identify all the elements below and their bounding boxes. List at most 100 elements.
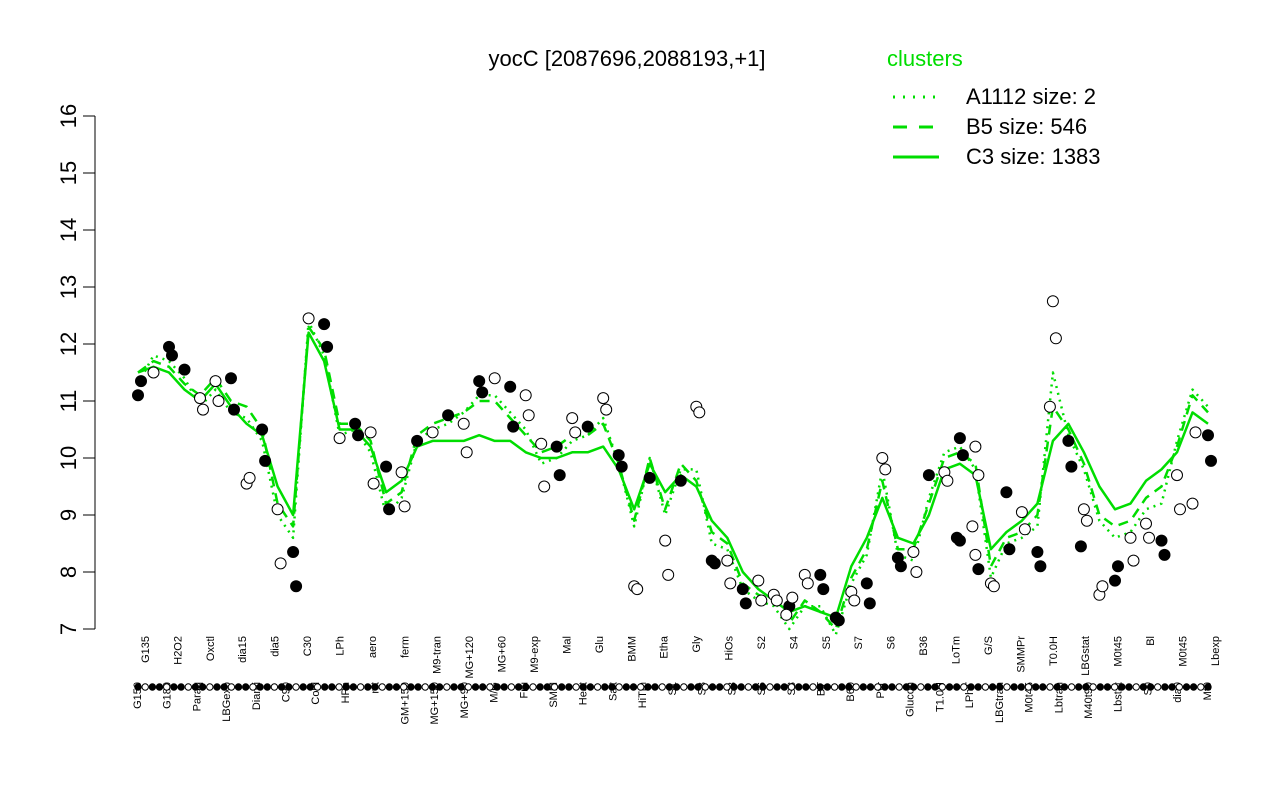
rug-mark (450, 683, 458, 691)
rug-mark (579, 683, 587, 691)
legend-label-2: C3 size: 1383 (966, 144, 1101, 169)
rug-mark (637, 683, 645, 691)
data-point (1186, 497, 1199, 510)
x-tick-label: HiOs (724, 636, 736, 661)
data-point (243, 471, 256, 484)
rug-mark (601, 683, 609, 691)
data-point (863, 597, 876, 610)
rug-mark (242, 683, 250, 691)
rug-mark (716, 683, 724, 691)
rug-mark (895, 683, 903, 691)
data-point (1205, 454, 1217, 467)
rug-mark (529, 683, 537, 691)
rug-mark (780, 683, 788, 691)
data-point (848, 594, 861, 607)
rug-mark (435, 683, 444, 691)
rug-mark (737, 683, 745, 691)
rug-mark (1118, 683, 1126, 691)
x-tick-label: M9-tran (432, 636, 444, 674)
data-point (801, 577, 814, 590)
data-point (553, 469, 566, 482)
rug-mark (766, 683, 774, 691)
rug-mark (694, 683, 702, 691)
rug-mark (428, 683, 437, 691)
rug-mark (220, 683, 228, 691)
rug-mark (177, 683, 185, 691)
rug-mark (967, 683, 975, 691)
data-point (755, 594, 768, 607)
data-point (302, 312, 315, 325)
data-point (910, 566, 923, 578)
rug-mark (1110, 683, 1119, 691)
data-point (1031, 546, 1044, 558)
rug-mark (953, 683, 961, 691)
rug-mark (1132, 683, 1140, 691)
data-point (1189, 426, 1202, 439)
data-point (507, 420, 520, 433)
rug-mark (744, 683, 753, 691)
legend: clusters A1112 size: 2 B5 size: 546 C3 s… (887, 46, 1101, 169)
rug-mark (866, 683, 875, 691)
data-point (953, 432, 966, 445)
rug-mark (356, 683, 365, 691)
x-tick-label: Lbexp (1210, 636, 1222, 666)
rug-mark (493, 683, 501, 691)
rug-mark (1182, 683, 1191, 691)
data-point (581, 420, 594, 433)
rug-mark (349, 683, 358, 691)
data-point (1043, 400, 1056, 413)
data-point (643, 471, 656, 484)
rug-mark (931, 683, 939, 691)
rug-mark (730, 683, 738, 691)
x-tick-label: S6 (886, 636, 898, 649)
data-point (659, 534, 672, 547)
rug-mark (550, 683, 559, 691)
rug-mark (163, 683, 171, 691)
data-point (1015, 506, 1028, 519)
rug-mark (830, 683, 839, 691)
data-point (1049, 332, 1062, 345)
rug-mark (1010, 683, 1018, 691)
rug-mark (1032, 683, 1040, 691)
data-point (473, 375, 486, 388)
data-point (271, 503, 284, 516)
rug-mark (924, 683, 932, 691)
rug-mark (321, 683, 329, 691)
rug-mark (802, 683, 810, 691)
rug-mark (1067, 683, 1076, 691)
x-tick-label: M0t45 (1113, 636, 1125, 667)
y-tick-label: 13 (56, 275, 81, 299)
data-point (147, 366, 160, 379)
rug-mark (708, 683, 717, 691)
rug-mark (881, 683, 889, 691)
rug-mark (558, 683, 566, 691)
data-point (894, 560, 907, 573)
rug-mark (1103, 683, 1112, 691)
data-point (972, 563, 985, 576)
data-point (333, 432, 346, 445)
rug-mark (198, 683, 207, 691)
data-point (662, 568, 675, 581)
x-tick-label: LoTm (951, 636, 963, 664)
x-tick-label: G/S (983, 636, 995, 655)
data-point (966, 520, 979, 533)
rug-mark (651, 683, 659, 691)
data-point (318, 318, 331, 331)
rug-mark (787, 683, 796, 691)
rug-mark (543, 683, 551, 691)
data-point (721, 554, 734, 567)
rug-mark (1039, 683, 1047, 691)
data-point (197, 403, 209, 416)
data-point (380, 460, 393, 473)
rug-mark (285, 683, 293, 691)
data-point (724, 577, 737, 590)
data-point (1171, 469, 1183, 482)
rug-mark (996, 683, 1004, 691)
x-tick-label: SMMPr (1015, 636, 1027, 673)
rug-mark (1168, 683, 1176, 691)
data-point (442, 409, 455, 422)
data-point (814, 568, 827, 581)
rug-mark (227, 683, 236, 691)
rug-mark (263, 683, 271, 691)
